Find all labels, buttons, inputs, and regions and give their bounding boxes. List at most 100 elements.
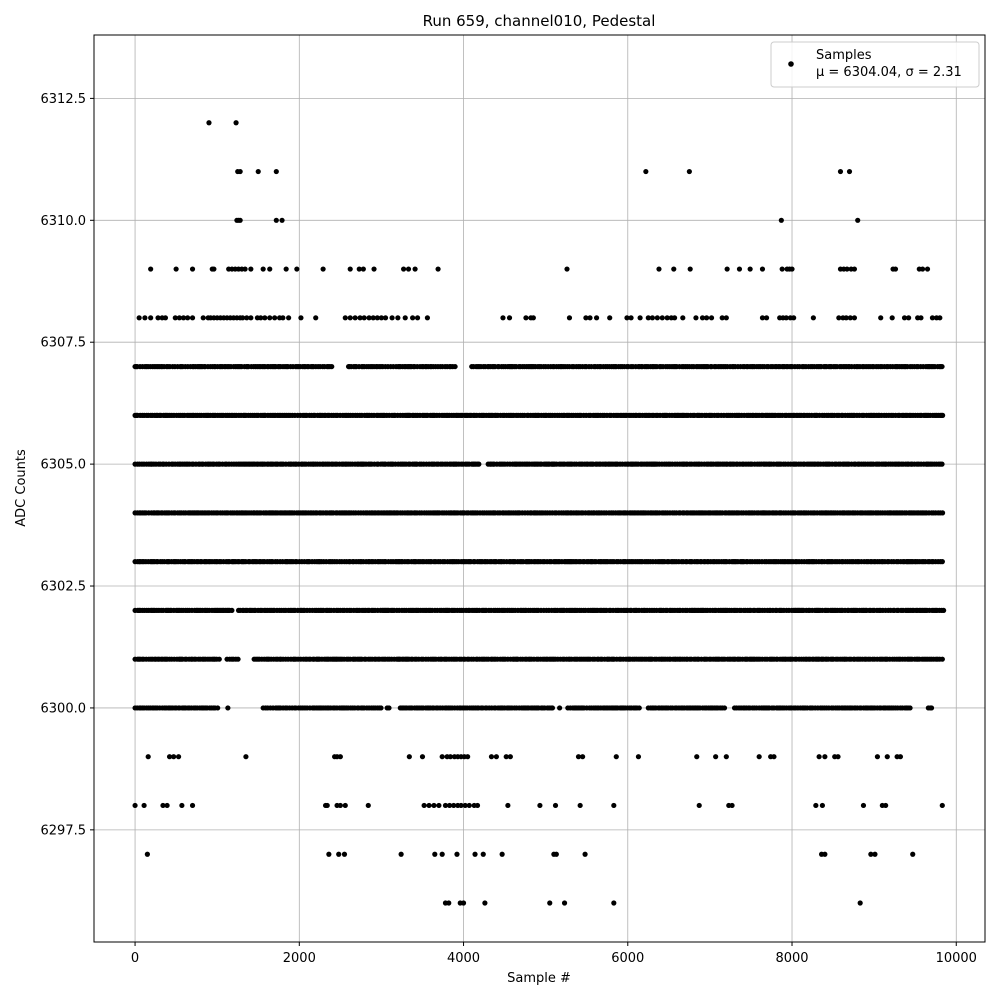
data-point (164, 802, 170, 809)
data-point (337, 754, 343, 760)
data-point (575, 754, 582, 760)
data-point (378, 705, 384, 711)
data-point (395, 315, 401, 321)
y-tick-label: 6300.0 (41, 701, 87, 716)
data-point (704, 315, 710, 321)
data-point (537, 802, 543, 809)
data-point (816, 754, 822, 760)
data-point (175, 754, 182, 760)
data-point (452, 363, 458, 370)
data-point (643, 168, 649, 175)
data-point (336, 851, 342, 857)
data-point (843, 315, 849, 321)
data-point (267, 315, 273, 321)
data-point (180, 315, 187, 321)
data-point (783, 315, 789, 321)
x-tick-label: 8000 (775, 951, 808, 966)
data-point (857, 900, 863, 906)
data-point (237, 217, 243, 223)
data-point (736, 266, 743, 272)
data-point (696, 802, 702, 809)
data-point (342, 802, 348, 809)
data-point (189, 315, 196, 321)
legend-marker (788, 61, 794, 67)
data-point (851, 266, 858, 272)
data-point (699, 315, 706, 321)
data-point (822, 754, 828, 760)
data-point (847, 315, 853, 321)
data-point (507, 754, 513, 760)
data-point (637, 315, 643, 321)
data-point (680, 315, 686, 321)
data-point (371, 266, 377, 272)
data-point (708, 315, 715, 321)
data-point (432, 851, 438, 857)
data-point (267, 266, 273, 272)
data-point (436, 802, 442, 809)
data-point (493, 754, 499, 760)
data-point (939, 559, 945, 565)
plot-frame (93, 34, 986, 943)
legend: Samples μ = 6304.04, σ = 2.31 (770, 41, 980, 88)
data-point (273, 168, 279, 175)
data-point (813, 802, 819, 809)
data-point (279, 217, 285, 223)
data-point (155, 315, 161, 321)
data-point (244, 315, 250, 321)
data-point (260, 266, 266, 272)
data-point (819, 802, 826, 809)
data-point (549, 705, 556, 711)
data-point (352, 315, 358, 321)
data-point (664, 315, 670, 321)
data-point (557, 705, 563, 711)
data-point (552, 802, 559, 809)
data-point (243, 754, 249, 760)
data-point (446, 900, 452, 906)
data-point (611, 802, 617, 809)
data-point (645, 315, 651, 321)
data-point (721, 705, 728, 711)
data-point (342, 315, 348, 321)
data-point (215, 705, 221, 711)
data-point (465, 754, 471, 760)
data-point (229, 607, 235, 614)
data-point (872, 851, 878, 857)
data-point (499, 851, 505, 857)
data-point (272, 315, 278, 321)
data-point (656, 266, 662, 272)
data-point (855, 217, 861, 223)
data-point (248, 315, 254, 321)
y-axis-label: ADC Counts (14, 449, 29, 527)
data-point (324, 802, 330, 809)
y-tick-label: 6305.0 (41, 458, 87, 473)
data-point (419, 754, 426, 760)
data-point (446, 802, 453, 809)
data-point (280, 315, 286, 321)
data-point (810, 315, 816, 321)
data-point (206, 120, 212, 126)
data-point (454, 851, 460, 857)
data-point (906, 315, 912, 321)
data-point (937, 315, 943, 321)
data-point (442, 802, 449, 809)
data-point (686, 168, 692, 175)
data-point (162, 315, 169, 321)
data-point (356, 266, 362, 272)
data-point (918, 315, 924, 321)
data-point (361, 315, 367, 321)
data-point (506, 315, 513, 321)
data-point (341, 851, 348, 857)
legend-label: Samples (816, 48, 872, 63)
data-point (386, 705, 392, 711)
data-point (924, 266, 931, 272)
data-point (693, 315, 699, 321)
data-point (719, 315, 725, 321)
data-point (694, 754, 700, 760)
data-point (874, 754, 881, 760)
data-point (370, 315, 376, 321)
data-point (635, 754, 642, 760)
data-point (593, 315, 600, 321)
data-point (136, 315, 142, 321)
data-point (286, 315, 292, 321)
